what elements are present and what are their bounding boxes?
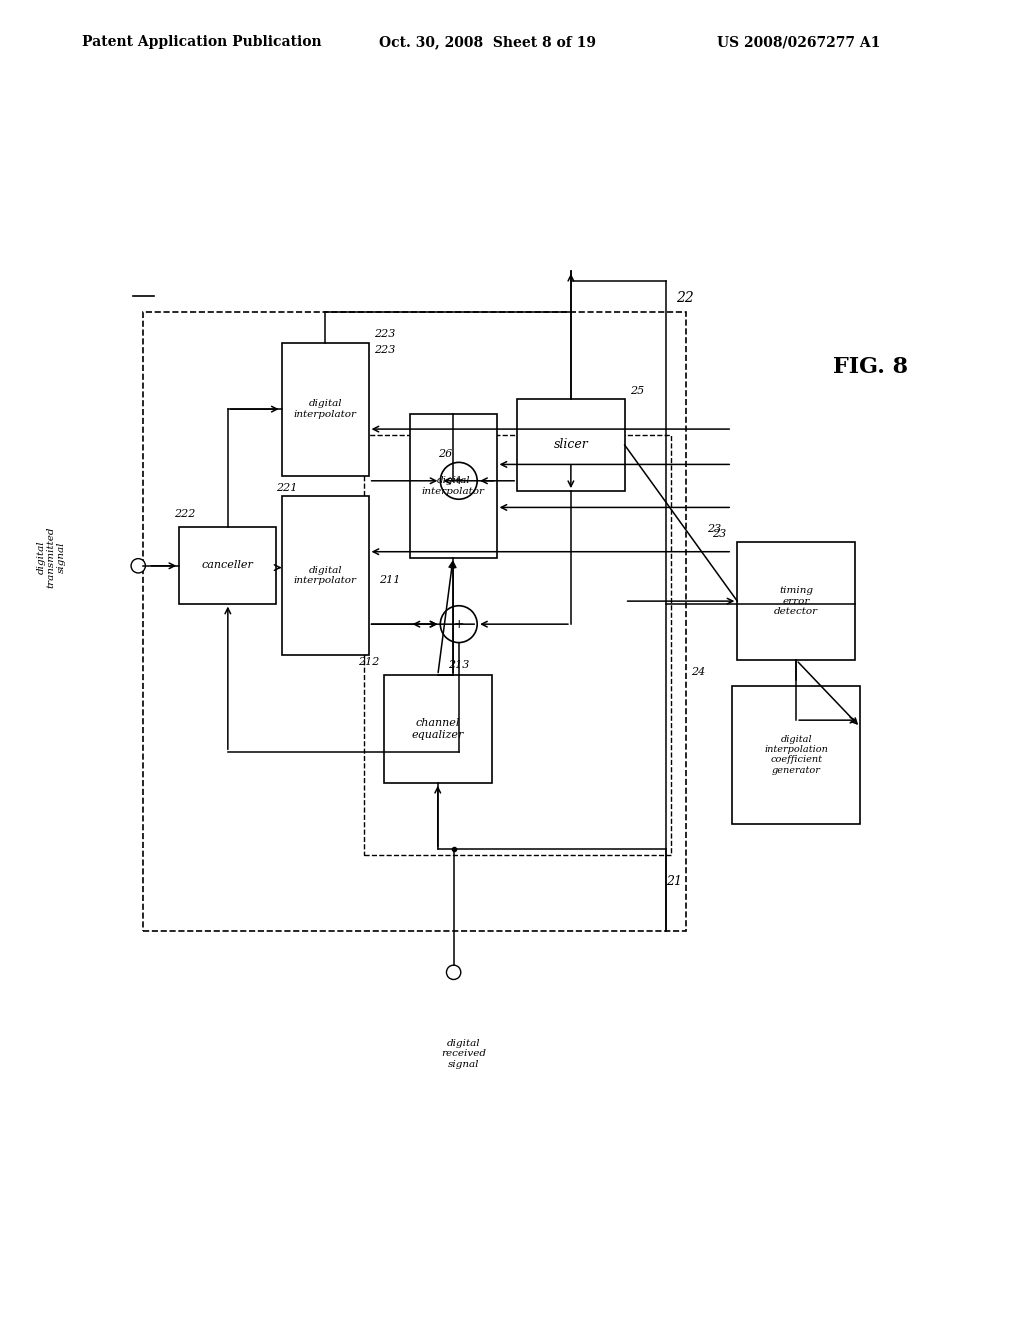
FancyBboxPatch shape: [732, 685, 860, 824]
Text: slicer: slicer: [554, 438, 588, 451]
Text: 22: 22: [676, 290, 693, 305]
Text: 212: 212: [358, 657, 380, 667]
Text: digital
interpolator: digital interpolator: [294, 400, 356, 418]
Text: digital
transmitted
signal: digital transmitted signal: [36, 527, 67, 589]
Text: 21: 21: [666, 875, 682, 888]
FancyBboxPatch shape: [179, 527, 276, 603]
Text: 213: 213: [449, 660, 470, 671]
Text: digital
interpolator: digital interpolator: [294, 566, 356, 585]
FancyBboxPatch shape: [282, 496, 369, 655]
Text: US 2008/0267277 A1: US 2008/0267277 A1: [717, 36, 881, 49]
Text: 23: 23: [707, 524, 721, 535]
Text: Oct. 30, 2008  Sheet 8 of 19: Oct. 30, 2008 Sheet 8 of 19: [379, 36, 596, 49]
Text: Patent Application Publication: Patent Application Publication: [82, 36, 322, 49]
FancyBboxPatch shape: [282, 343, 369, 475]
Text: digital
interpolator: digital interpolator: [422, 477, 484, 495]
Text: channel
equalizer: channel equalizer: [412, 718, 464, 741]
Text: 25: 25: [630, 385, 644, 396]
Text: 221: 221: [276, 483, 298, 494]
Text: 211: 211: [379, 576, 400, 585]
Text: +: +: [454, 474, 464, 487]
Text: 222: 222: [174, 508, 196, 519]
Text: 223: 223: [374, 345, 395, 355]
Text: FIG. 8: FIG. 8: [833, 356, 908, 379]
Text: digital
received
signal: digital received signal: [441, 1039, 486, 1069]
Text: +: +: [454, 618, 464, 631]
FancyBboxPatch shape: [410, 414, 497, 557]
FancyBboxPatch shape: [737, 543, 855, 660]
Circle shape: [131, 558, 145, 573]
Text: 223: 223: [374, 330, 395, 339]
Text: 26: 26: [438, 449, 453, 459]
Text: canceller: canceller: [202, 560, 254, 570]
Circle shape: [440, 462, 477, 499]
Circle shape: [446, 965, 461, 979]
Circle shape: [440, 606, 477, 643]
Text: 24: 24: [691, 668, 706, 677]
Text: 23: 23: [712, 529, 726, 539]
Text: timing
error
detector: timing error detector: [774, 586, 818, 616]
FancyBboxPatch shape: [384, 676, 492, 783]
Text: digital
interpolation
coefficient
generator: digital interpolation coefficient genera…: [764, 735, 828, 775]
FancyBboxPatch shape: [517, 399, 625, 491]
